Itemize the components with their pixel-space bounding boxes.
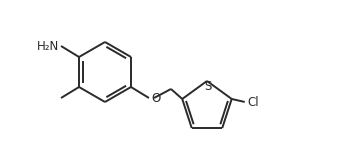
- Text: H₂N: H₂N: [37, 39, 59, 52]
- Text: Cl: Cl: [248, 97, 259, 109]
- Text: O: O: [151, 93, 160, 106]
- Text: S: S: [204, 80, 212, 93]
